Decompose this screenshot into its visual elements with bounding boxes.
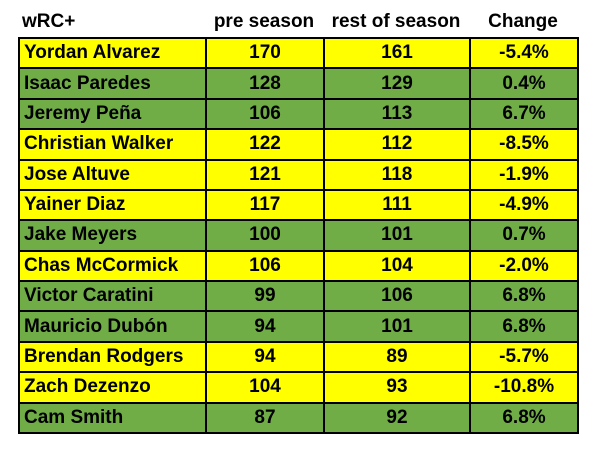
rest-of-season-cell: 101 xyxy=(323,310,471,343)
header-change: Change xyxy=(488,11,558,32)
rest-of-season-cell: 129 xyxy=(323,67,471,100)
table-row: Jake Meyers 100 101 0.7% xyxy=(18,219,579,252)
player-name-cell: Jeremy Peña xyxy=(18,97,207,131)
table-row: Mauricio Dubón 94 101 6.8% xyxy=(18,310,579,343)
table-row: Christian Walker 122 112 -8.5% xyxy=(18,128,579,161)
table-row: Chas McCormick 106 104 -2.0% xyxy=(18,249,579,283)
change-cell: 6.8% xyxy=(469,310,579,343)
table-row: Jose Altuve 121 118 -1.9% xyxy=(18,158,579,191)
table-row: Zach Dezenzo 104 93 -10.8% xyxy=(18,371,579,404)
change-cell: -10.8% xyxy=(469,371,579,404)
player-name-cell: Jose Altuve xyxy=(18,158,207,191)
rest-of-season-cell: 118 xyxy=(323,158,471,191)
pre-season-cell: 94 xyxy=(205,310,325,343)
change-cell: -8.5% xyxy=(469,128,579,161)
pre-season-cell: 94 xyxy=(205,340,325,374)
change-cell: 0.4% xyxy=(469,67,579,100)
table-row: Cam Smith 87 92 6.8% xyxy=(18,401,579,434)
player-name-cell: Victor Caratini xyxy=(18,279,207,313)
table-row: Jeremy Peña 106 113 6.7% xyxy=(18,97,579,131)
change-cell: 6.8% xyxy=(469,401,579,434)
change-cell: -4.9% xyxy=(469,188,579,222)
header-wrc-plus: wRC+ xyxy=(22,11,76,32)
player-name-cell: Chas McCormick xyxy=(18,249,207,283)
table-row: Yainer Diaz 117 111 -4.9% xyxy=(18,188,579,222)
rest-of-season-cell: 112 xyxy=(323,128,471,161)
pre-season-cell: 121 xyxy=(205,158,325,191)
player-name-cell: Isaac Paredes xyxy=(18,67,207,100)
pre-season-cell: 104 xyxy=(205,371,325,404)
header-pre-season: pre season xyxy=(213,11,315,32)
rest-of-season-cell: 104 xyxy=(323,249,471,283)
player-name-cell: Christian Walker xyxy=(18,128,207,161)
rest-of-season-cell: 89 xyxy=(323,340,471,374)
table-row: Yordan Alvarez 170 161 -5.4% xyxy=(18,36,579,70)
rest-of-season-cell: 106 xyxy=(323,279,471,313)
change-cell: -5.7% xyxy=(469,340,579,374)
change-cell: -5.4% xyxy=(469,36,579,70)
change-cell: -1.9% xyxy=(469,158,579,191)
pre-season-cell: 117 xyxy=(205,188,325,222)
rest-of-season-cell: 92 xyxy=(323,401,471,434)
player-name-cell: Jake Meyers xyxy=(18,219,207,252)
change-cell: 6.8% xyxy=(469,279,579,313)
pre-season-cell: 87 xyxy=(205,401,325,434)
pre-season-cell: 99 xyxy=(205,279,325,313)
table-row: Isaac Paredes 128 129 0.4% xyxy=(18,67,579,100)
player-name-cell: Zach Dezenzo xyxy=(18,371,207,404)
change-cell: 0.7% xyxy=(469,219,579,252)
pre-season-cell: 122 xyxy=(205,128,325,161)
change-cell: 6.7% xyxy=(469,97,579,131)
rest-of-season-cell: 113 xyxy=(323,97,471,131)
pre-season-cell: 128 xyxy=(205,67,325,100)
table-row: Brendan Rodgers 94 89 -5.7% xyxy=(18,340,579,374)
player-name-cell: Mauricio Dubón xyxy=(18,310,207,343)
player-name-cell: Yordan Alvarez xyxy=(18,36,207,70)
rest-of-season-cell: 101 xyxy=(323,219,471,252)
rest-of-season-cell: 93 xyxy=(323,371,471,404)
pre-season-cell: 106 xyxy=(205,249,325,283)
rest-of-season-cell: 161 xyxy=(323,36,471,70)
player-name-cell: Yainer Diaz xyxy=(18,188,207,222)
pre-season-cell: 106 xyxy=(205,97,325,131)
table-row: Victor Caratini 99 106 6.8% xyxy=(18,279,579,313)
pre-season-cell: 100 xyxy=(205,219,325,252)
table-header: wRC+ pre season rest of season Change xyxy=(0,8,602,36)
wrc-plus-table: Yordan Alvarez 170 161 -5.4% Isaac Paredes 12… xyxy=(18,36,579,434)
header-rest-of-season: rest of season xyxy=(331,11,461,32)
pre-season-cell: 170 xyxy=(205,36,325,70)
table-body: Yordan Alvarez 170 161 -5.4% Isaac Paredes 12… xyxy=(18,36,579,434)
change-cell: -2.0% xyxy=(469,249,579,283)
player-name-cell: Brendan Rodgers xyxy=(18,340,207,374)
rest-of-season-cell: 111 xyxy=(323,188,471,222)
player-name-cell: Cam Smith xyxy=(18,401,207,434)
